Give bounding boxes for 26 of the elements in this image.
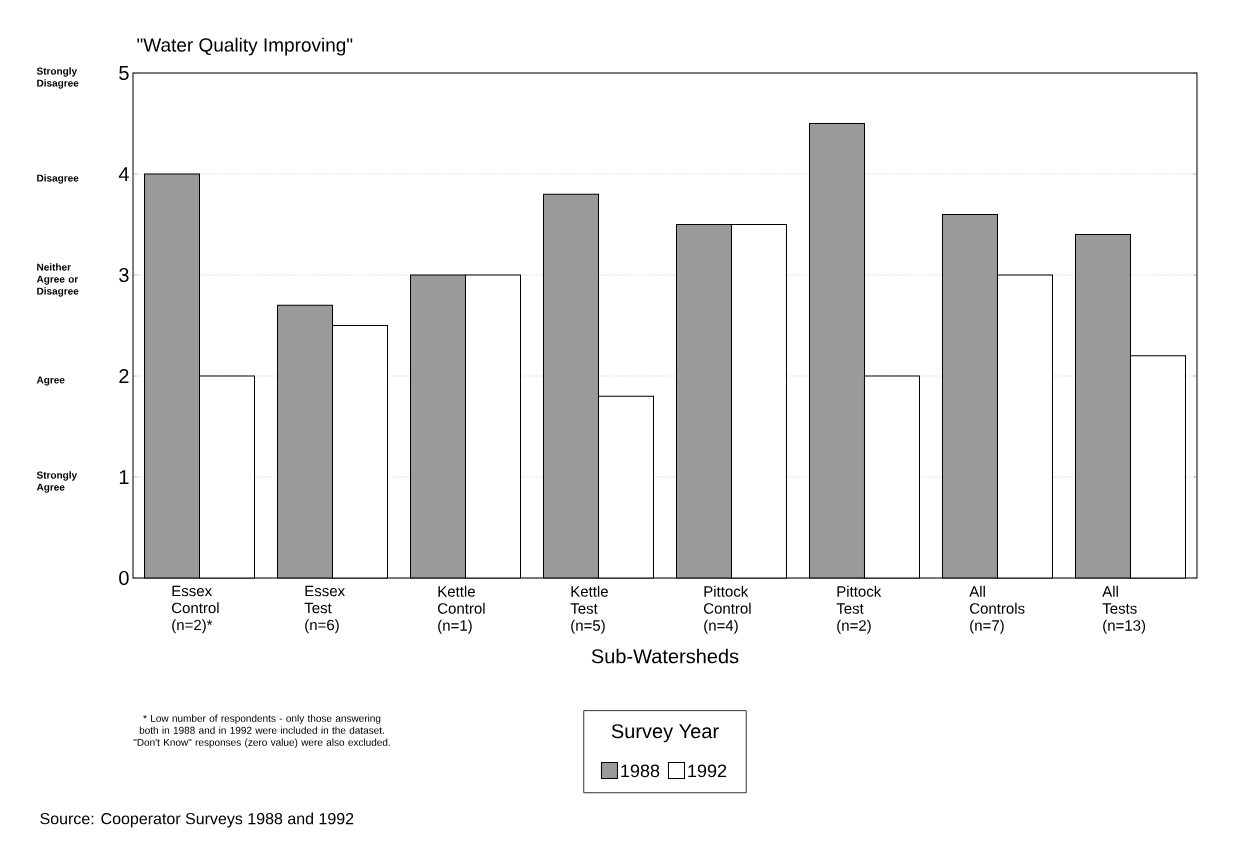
x-tick-label: Essex Test (n=6) xyxy=(304,585,345,634)
y-tick-label: 2 xyxy=(119,369,129,383)
legend-label: 1992 xyxy=(688,764,727,778)
text: Agree xyxy=(36,376,65,386)
text: * Low number of respondents - only those answering both in 1988 and in 1992 were included in the dataset. "Don't Know" responses (zero value) were also excluded. xyxy=(133,714,390,748)
y-tick-label: 3 xyxy=(119,267,129,283)
source-note: Source: Cooperator Surveys 1988 and 1992 xyxy=(40,812,354,828)
y-tick-label: 1 xyxy=(119,470,129,484)
text: Neither Agree or Disagree xyxy=(36,263,79,297)
x-tick-label: Pittock Test (n=2) xyxy=(836,585,882,634)
legend-title: Survey Year xyxy=(611,724,719,743)
x-axis-title: Sub-Watersheds xyxy=(591,648,739,664)
x-tick-label: All Controls (n=7) xyxy=(969,585,1025,634)
y-tick-label: 0 xyxy=(119,570,129,586)
x-tick-label: Essex Control (n=2)* xyxy=(172,585,219,634)
chart-title: "Water Quality Improving" xyxy=(137,37,353,56)
x-tick-label: Pittock Control (n=4) xyxy=(704,585,751,634)
y-tick-label: 4 xyxy=(118,167,129,181)
text: Strongly Agree xyxy=(36,471,78,493)
legend-label: 1988 xyxy=(621,764,660,778)
text: Disagree xyxy=(37,174,79,184)
y-tick-label: 5 xyxy=(119,66,129,80)
x-tick-label: Kettle Control (n=1) xyxy=(438,585,485,634)
text: Strongly Disagree xyxy=(36,67,79,89)
x-tick-label: Kettle Test (n=5) xyxy=(570,585,608,634)
x-tick-label: All Tests (n=13) xyxy=(1102,585,1146,634)
